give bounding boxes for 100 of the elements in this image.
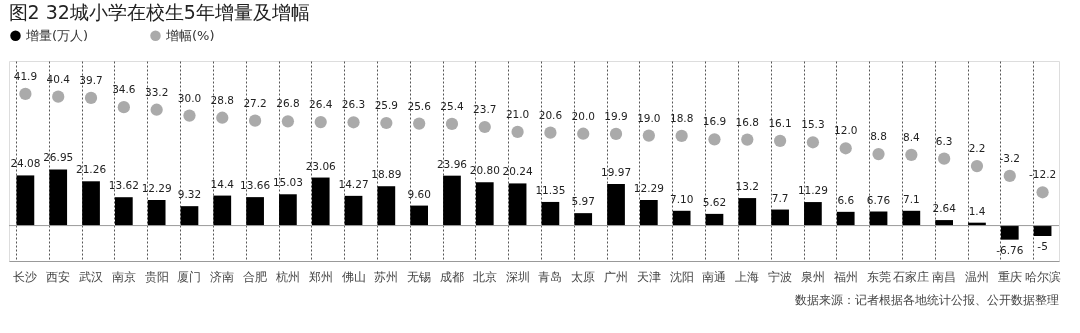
point [544,126,557,139]
data-label: 9.60 [407,187,431,200]
bar [574,213,593,226]
data-label: 7.7 [771,191,789,204]
x-tick-label: 深圳 [505,269,530,284]
data-label: 7.1 [902,192,920,205]
point [905,148,918,161]
data-label: 40.4 [46,72,71,85]
bar [49,169,68,226]
bar [541,201,560,226]
data-label: 8.4 [902,130,921,143]
bar [705,213,724,226]
data-label: 16.1 [768,116,792,129]
point [117,101,130,114]
bar [147,199,166,226]
data-label: 21.0 [505,107,530,120]
data-label: 23.7 [473,103,497,115]
point [380,116,393,130]
x-tick-label: 西安 [46,269,71,284]
data-label: 5.62 [702,195,727,208]
data-label: 1.4 [968,204,986,217]
point [150,103,163,116]
point [314,115,327,129]
point [773,134,787,147]
data-label: 14.4 [210,177,235,190]
x-tick-label: 成都 [439,269,464,284]
x-tick-label: 天津 [636,269,661,284]
bar [344,195,363,226]
data-label: 12.0 [834,124,858,137]
data-label: 23.06 [305,159,337,172]
x-tick-label: 东莞 [866,269,891,284]
data-label: -6.76 [996,243,1024,256]
x-tick-label: 杭州 [274,269,300,284]
point [478,120,491,134]
data-label: 6.6 [837,193,855,206]
data-label: 11.29 [797,184,828,197]
data-label: 11.35 [535,183,566,196]
bar [1000,225,1019,240]
data-label: 12.29 [633,181,664,194]
x-tick-label: 泉州 [800,269,825,284]
point [84,91,98,105]
point [642,129,655,142]
bar [82,181,100,226]
bar [114,197,133,226]
data-label: 34.6 [112,83,136,96]
point [675,129,688,143]
x-tick-label: 济南 [210,269,235,284]
bar [443,175,461,226]
data-label: 15.03 [272,176,303,189]
x-tick-label: 厦门 [177,269,202,284]
data-label: 6.76 [866,193,891,206]
data-label: 25.4 [440,99,464,112]
data-label: 2.2 [968,142,986,155]
point [52,90,65,103]
point [872,147,885,161]
x-tick-label: 福州 [833,269,858,284]
point [511,125,524,139]
data-label: 18.89 [371,168,402,181]
bar [410,205,429,226]
x-tick-label: 南通 [702,269,727,284]
data-label: 26.3 [341,98,366,111]
data-label: 24.08 [10,157,41,170]
data-label: 9.32 [177,188,202,201]
point [970,159,984,173]
data-label: 27.2 [243,96,267,109]
data-label: 13.62 [108,179,139,192]
bar [279,194,297,226]
data-label: 21.26 [76,163,107,176]
x-tick-label: 南昌 [932,269,957,284]
point [609,127,623,141]
x-tick-label: 长沙 [13,269,38,284]
data-label: 5.97 [571,195,595,208]
data-label: 20.6 [538,108,563,121]
data-label: 19.9 [604,109,628,122]
point [806,136,820,149]
data-label: 26.95 [43,151,74,164]
point [413,117,426,130]
data-label: 8.8 [870,130,887,143]
bar [738,198,757,226]
x-tick-label: 佛山 [341,269,366,284]
data-label: 16.9 [702,115,727,128]
data-label: -3.2 [999,151,1021,164]
data-label: -12.2 [1029,168,1057,181]
bar [508,183,527,226]
data-label: 23.96 [436,157,468,170]
bar [311,177,330,226]
x-tick-label: 上海 [735,269,760,284]
point [347,116,360,129]
point [1036,186,1049,199]
point [216,111,229,124]
data-label: 20.0 [571,109,595,122]
data-label: 20.24 [502,165,533,178]
x-tick-label: 沈阳 [669,269,694,284]
data-label: -5 [1037,240,1048,252]
data-label: 2.64 [932,202,957,215]
point [938,152,951,165]
data-label: 7.10 [669,192,694,205]
point [577,127,590,140]
bar [213,195,232,226]
bar [771,209,789,226]
